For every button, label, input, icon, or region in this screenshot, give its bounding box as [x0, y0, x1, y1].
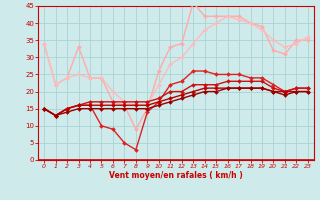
X-axis label: Vent moyen/en rafales ( km/h ): Vent moyen/en rafales ( km/h ) [109, 171, 243, 180]
